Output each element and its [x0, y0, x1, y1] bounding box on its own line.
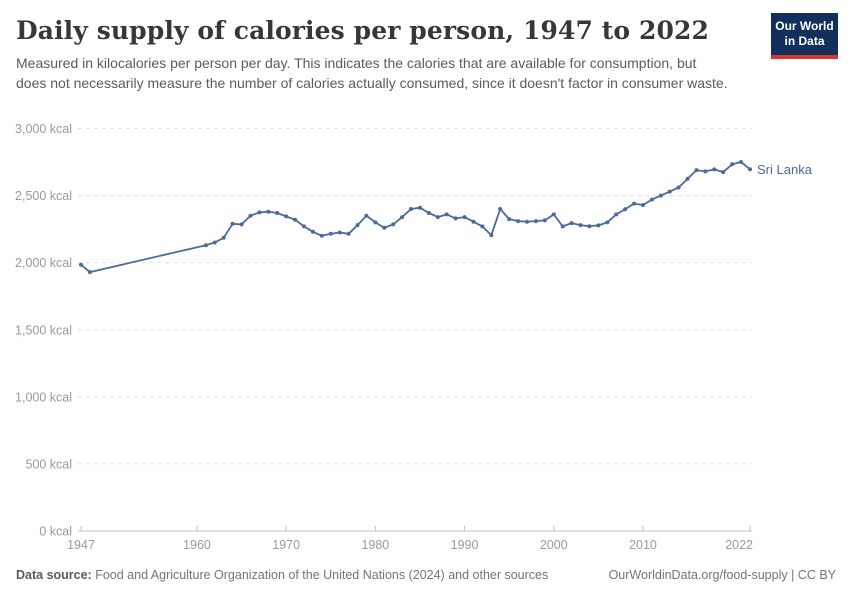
data-point[interactable]: [302, 224, 306, 229]
owid-logo-line1: Our World: [775, 19, 834, 33]
data-point[interactable]: [658, 193, 663, 198]
data-point[interactable]: [435, 215, 440, 220]
data-point[interactable]: [257, 210, 262, 215]
data-point[interactable]: [516, 219, 521, 224]
data-point[interactable]: [221, 235, 226, 240]
data-point[interactable]: [623, 207, 628, 212]
y-tick-label: 0 kcal: [39, 525, 72, 539]
data-point[interactable]: [471, 219, 476, 224]
y-tick-label: 1,500 kcal: [15, 323, 72, 337]
data-point[interactable]: [641, 203, 645, 207]
data-point[interactable]: [560, 224, 565, 229]
data-point[interactable]: [426, 211, 431, 215]
x-tick-label: 2000: [540, 538, 568, 552]
data-point[interactable]: [712, 167, 717, 172]
data-point[interactable]: [310, 229, 315, 234]
data-point[interactable]: [275, 211, 280, 215]
data-point[interactable]: [444, 212, 449, 217]
data-point[interactable]: [248, 213, 253, 218]
data-point[interactable]: [533, 219, 538, 224]
x-tick-label: 2022: [725, 538, 753, 552]
data-point[interactable]: [480, 224, 485, 229]
page-title: Daily supply of calories per person, 194…: [16, 16, 709, 45]
x-tick-label: 1970: [272, 538, 300, 552]
data-point[interactable]: [551, 212, 556, 217]
data-point[interactable]: [373, 220, 378, 225]
owid-url-link[interactable]: OurWorldinData.org/food-supply | CC BY: [608, 568, 836, 582]
data-point[interactable]: [605, 220, 610, 225]
data-point[interactable]: [525, 219, 529, 224]
data-point[interactable]: [649, 197, 654, 202]
data-point[interactable]: [418, 205, 422, 210]
x-tick-label: 2010: [629, 538, 657, 552]
data-point[interactable]: [328, 231, 333, 236]
data-point[interactable]: [400, 215, 405, 220]
chart-subtitle: Measured in kilocalories per person per …: [16, 55, 728, 91]
entity-label[interactable]: Sri Lanka: [757, 162, 813, 177]
data-point[interactable]: [569, 221, 574, 226]
series-line: [80, 161, 751, 273]
data-point[interactable]: [355, 223, 360, 228]
chart-footer: Data source: Food and Agriculture Organi…: [16, 568, 836, 582]
y-tick-label: 500 kcal: [25, 457, 72, 471]
data-point[interactable]: [587, 224, 592, 229]
data-point[interactable]: [730, 162, 735, 167]
owid-logo[interactable]: Our World in Data: [771, 13, 838, 59]
y-axis-labels: 0 kcal 500 kcal 1,000 kcal 1,500 kcal 2,000 …: [15, 122, 72, 539]
data-point[interactable]: [578, 223, 583, 228]
data-point[interactable]: [489, 233, 494, 238]
data-point[interactable]: [203, 243, 208, 248]
line-chart-canvas[interactable]: 0 kcal 500 kcal 1,000 kcal 1,500 kcal 2,000 …: [0, 113, 850, 561]
data-point[interactable]: [346, 231, 351, 236]
data-point[interactable]: [676, 185, 681, 190]
data-source-note: Data source: Food and Agriculture Organi…: [16, 568, 548, 582]
data-point[interactable]: [364, 213, 369, 218]
data-point[interactable]: [542, 218, 547, 223]
data-point[interactable]: [284, 214, 289, 219]
data-point[interactable]: [694, 168, 699, 173]
x-axis: 1947 1960 1970 1980 1990 2000 2010 2022: [67, 526, 753, 552]
x-tick-label: 1990: [451, 538, 479, 552]
y-tick-label: 3,000 kcal: [15, 122, 72, 136]
data-point[interactable]: [337, 230, 342, 235]
data-point[interactable]: [79, 262, 83, 267]
data-point[interactable]: [721, 170, 726, 175]
data-point[interactable]: [409, 207, 413, 211]
series-markers: [79, 160, 752, 275]
data-point[interactable]: [212, 240, 217, 245]
owid-logo-line2: in Data: [784, 34, 825, 48]
x-tick-label: 1980: [361, 538, 389, 552]
data-point[interactable]: [703, 169, 708, 174]
data-point[interactable]: [391, 222, 396, 227]
data-point[interactable]: [266, 209, 271, 214]
data-point[interactable]: [453, 216, 458, 221]
y-gridlines: [78, 128, 752, 532]
data-point[interactable]: [632, 201, 636, 206]
data-point[interactable]: [667, 189, 672, 194]
data-point[interactable]: [507, 217, 512, 222]
data-point[interactable]: [239, 222, 244, 227]
data-point[interactable]: [382, 225, 387, 230]
data-point[interactable]: [498, 207, 503, 211]
data-point[interactable]: [739, 160, 744, 164]
data-point[interactable]: [319, 233, 324, 238]
data-source-text: Food and Agriculture Organization of the…: [91, 568, 549, 582]
y-tick-label: 2,000 kcal: [15, 256, 72, 270]
y-tick-label: 1,000 kcal: [15, 390, 72, 404]
data-point[interactable]: [462, 215, 467, 220]
data-point[interactable]: [87, 270, 92, 275]
data-point[interactable]: [685, 176, 690, 181]
data-point[interactable]: [614, 212, 619, 217]
data-point[interactable]: [293, 217, 298, 222]
x-tick-label: 1947: [67, 538, 95, 552]
data-point[interactable]: [230, 221, 235, 226]
data-point[interactable]: [748, 167, 752, 172]
x-tick-label: 1960: [183, 538, 211, 552]
data-point[interactable]: [596, 223, 601, 228]
y-tick-label: 2,500 kcal: [15, 189, 72, 203]
data-source-label: Data source:: [16, 568, 92, 582]
